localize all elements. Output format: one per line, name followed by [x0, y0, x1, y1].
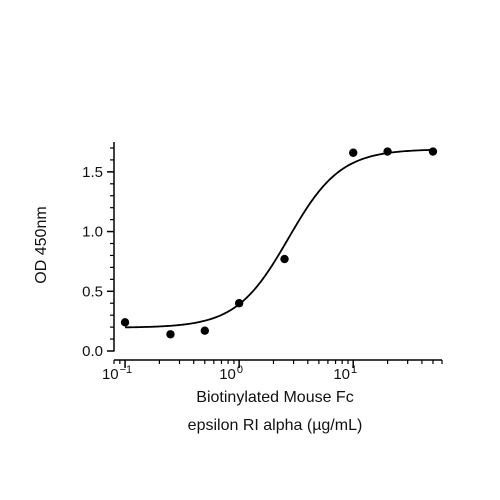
data-point: [383, 147, 392, 156]
plot-area: [120, 147, 438, 339]
x-tick-exponent: 0: [237, 364, 243, 376]
y-tick-label: 1.0: [82, 224, 103, 241]
x-tick-exponent: −1: [120, 364, 133, 376]
x-axis-title-line-2: epsilon RI alpha (µg/mL): [188, 417, 363, 434]
data-point: [234, 299, 244, 308]
data-point: [280, 254, 289, 264]
y-tick-label: 0.5: [82, 283, 103, 300]
data-point: [428, 147, 438, 156]
data-point: [200, 326, 209, 335]
axes: OD 450nm Biotinylated Mouse Fc epsilon R…: [33, 142, 443, 434]
data-point: [166, 330, 175, 339]
data-point: [120, 318, 130, 327]
fit-curve: [125, 148, 433, 329]
y-tick-label: 0.0: [82, 343, 103, 360]
x-tick-label: 101: [333, 364, 357, 383]
x-tick-exponent: 1: [351, 364, 357, 376]
y-tick-label: 1.5: [82, 164, 103, 181]
x-tick-label: 100: [219, 364, 243, 383]
x-tick-label: 10−1: [102, 364, 132, 383]
x-axis-title-line-1: Biotinylated Mouse Fc: [196, 389, 353, 406]
y-axis-title: OD 450nm: [33, 206, 50, 283]
data-point: [349, 148, 358, 157]
